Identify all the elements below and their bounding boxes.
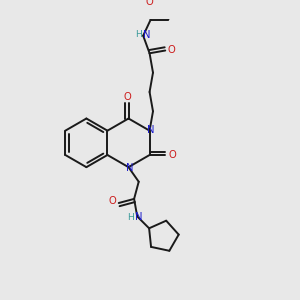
Text: N: N [135,212,143,222]
Text: O: O [124,92,131,102]
Text: H: H [135,30,142,39]
Text: O: O [168,150,176,160]
Text: O: O [168,45,176,55]
Text: O: O [108,196,116,206]
Text: H: H [127,213,134,222]
Text: N: N [143,30,151,40]
Text: N: N [147,125,154,135]
Text: O: O [145,0,153,7]
Text: N: N [126,163,133,173]
